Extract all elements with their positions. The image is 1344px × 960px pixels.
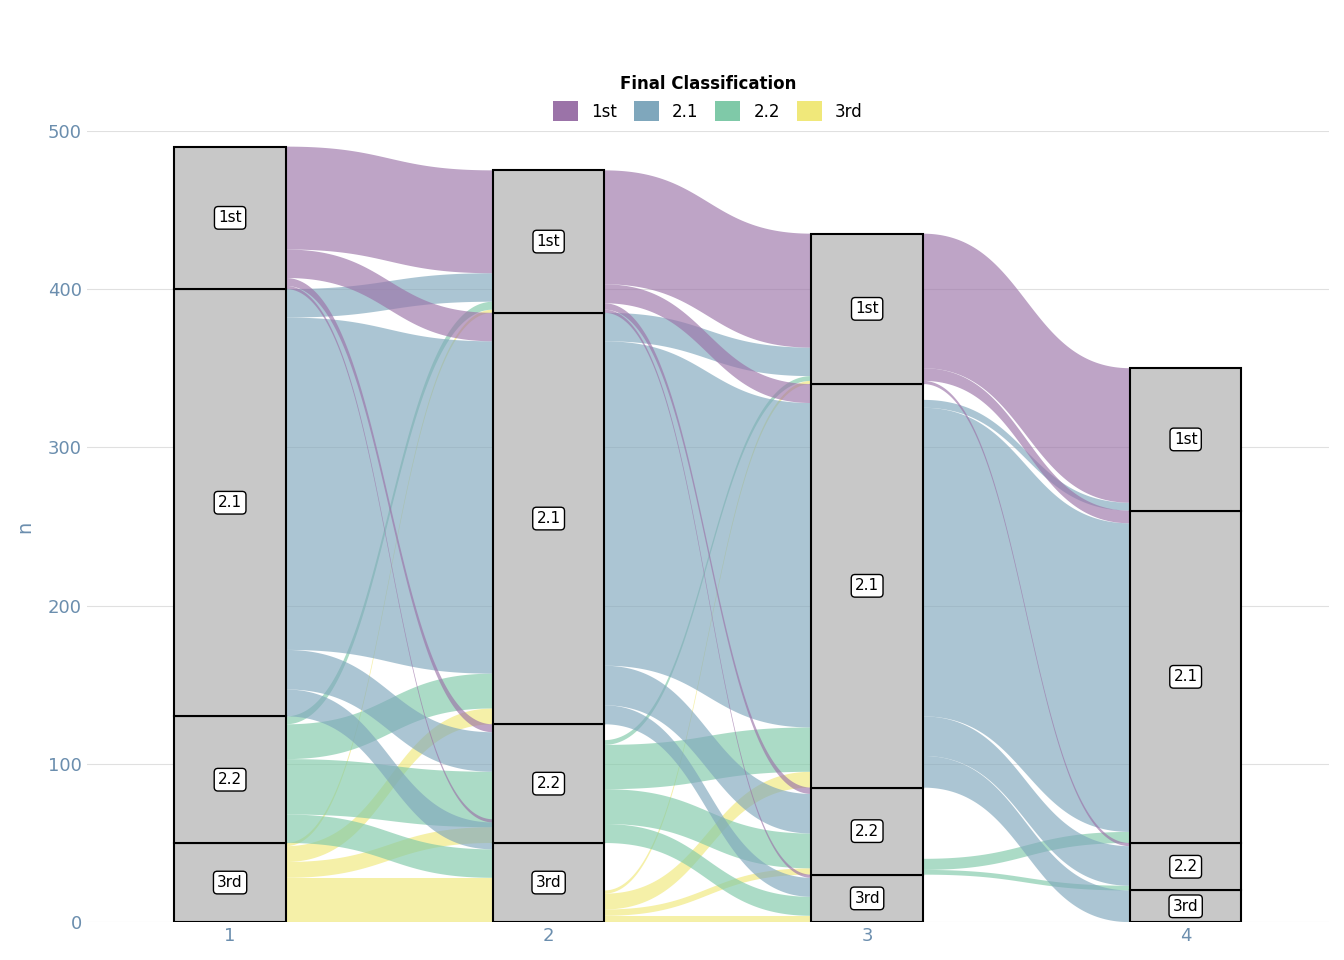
FancyBboxPatch shape — [1130, 511, 1242, 843]
FancyBboxPatch shape — [493, 170, 605, 313]
Polygon shape — [605, 170, 812, 348]
FancyBboxPatch shape — [812, 787, 923, 875]
Text: 3rd: 3rd — [536, 876, 562, 890]
Text: 3rd: 3rd — [1173, 899, 1199, 914]
Text: 3rd: 3rd — [855, 891, 880, 906]
Y-axis label: n: n — [15, 520, 34, 533]
Text: 1st: 1st — [855, 301, 879, 317]
FancyBboxPatch shape — [1130, 843, 1242, 891]
Polygon shape — [286, 250, 493, 342]
FancyBboxPatch shape — [493, 313, 605, 724]
Polygon shape — [605, 772, 812, 909]
Polygon shape — [605, 665, 812, 833]
FancyBboxPatch shape — [175, 147, 286, 289]
Polygon shape — [605, 376, 812, 745]
Text: 1st: 1st — [1173, 432, 1198, 447]
Polygon shape — [605, 303, 812, 794]
Polygon shape — [923, 233, 1130, 503]
FancyBboxPatch shape — [1130, 891, 1242, 923]
Polygon shape — [923, 369, 1130, 523]
Polygon shape — [605, 728, 812, 789]
FancyBboxPatch shape — [812, 875, 923, 923]
Polygon shape — [923, 832, 1130, 870]
Text: 2.2: 2.2 — [218, 772, 242, 787]
Text: 2.1: 2.1 — [1173, 669, 1198, 684]
Polygon shape — [286, 877, 493, 923]
Text: 2.1: 2.1 — [536, 511, 560, 526]
Polygon shape — [286, 759, 493, 828]
Polygon shape — [605, 310, 812, 877]
Polygon shape — [286, 318, 493, 674]
Polygon shape — [286, 278, 493, 732]
Polygon shape — [286, 814, 493, 877]
Polygon shape — [286, 650, 493, 772]
Polygon shape — [286, 708, 493, 862]
FancyBboxPatch shape — [175, 843, 286, 923]
Text: 2.2: 2.2 — [1173, 859, 1198, 875]
Text: 2.1: 2.1 — [855, 578, 879, 593]
Polygon shape — [605, 916, 812, 923]
Polygon shape — [286, 310, 493, 846]
Polygon shape — [605, 824, 812, 916]
FancyBboxPatch shape — [1130, 369, 1242, 511]
Polygon shape — [286, 274, 493, 318]
Polygon shape — [286, 674, 493, 759]
FancyBboxPatch shape — [812, 233, 923, 384]
Polygon shape — [605, 381, 812, 894]
Polygon shape — [286, 689, 493, 850]
Polygon shape — [605, 706, 812, 897]
Polygon shape — [923, 400, 1130, 511]
Text: 1st: 1st — [218, 210, 242, 226]
Text: 1st: 1st — [536, 234, 560, 249]
Polygon shape — [923, 870, 1130, 891]
FancyBboxPatch shape — [493, 843, 605, 923]
Polygon shape — [923, 756, 1130, 923]
Polygon shape — [923, 716, 1130, 886]
Polygon shape — [605, 284, 812, 403]
Polygon shape — [286, 828, 493, 877]
FancyBboxPatch shape — [175, 716, 286, 843]
Polygon shape — [605, 789, 812, 869]
Polygon shape — [286, 147, 493, 274]
Text: 2.1: 2.1 — [218, 495, 242, 510]
FancyBboxPatch shape — [493, 724, 605, 843]
Legend: 1st, 2.1, 2.2, 3rd: 1st, 2.1, 2.2, 3rd — [546, 68, 870, 128]
FancyBboxPatch shape — [175, 289, 286, 716]
Polygon shape — [286, 286, 493, 823]
Polygon shape — [605, 869, 812, 916]
Polygon shape — [605, 342, 812, 728]
Text: 3rd: 3rd — [218, 876, 243, 890]
Polygon shape — [286, 301, 493, 724]
Polygon shape — [923, 381, 1130, 846]
FancyBboxPatch shape — [812, 384, 923, 787]
Text: 2.2: 2.2 — [855, 824, 879, 839]
Polygon shape — [605, 313, 812, 376]
Text: 2.2: 2.2 — [536, 776, 560, 791]
Polygon shape — [923, 408, 1130, 832]
